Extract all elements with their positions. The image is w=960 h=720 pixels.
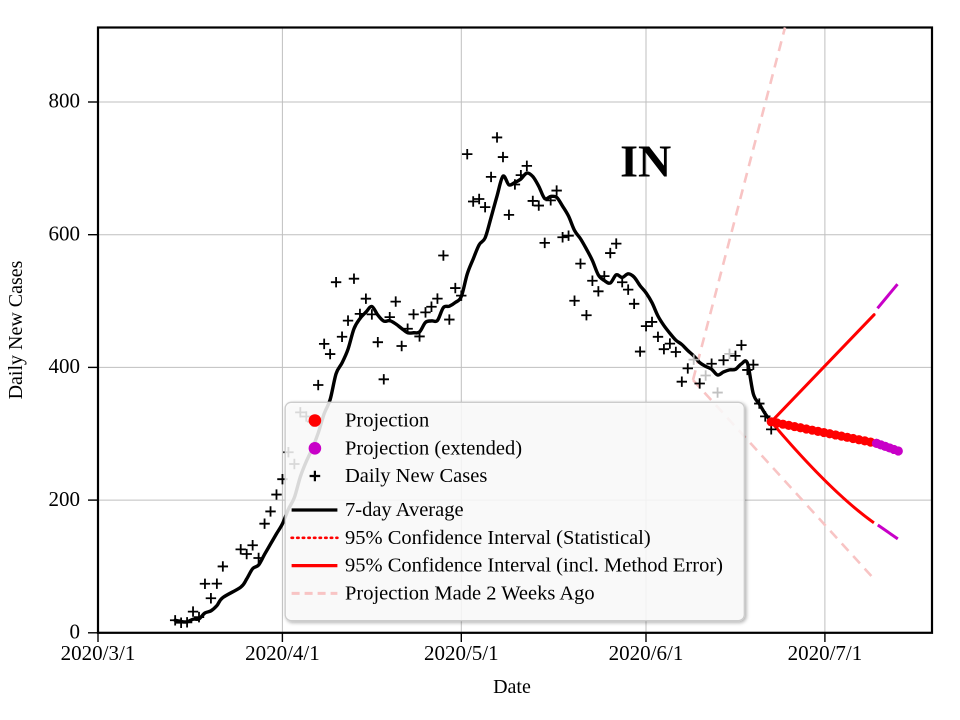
svg-text:95% Confidence Interval (incl.: 95% Confidence Interval (incl. Method Er… <box>345 555 723 577</box>
svg-text:2020/7/1: 2020/7/1 <box>788 641 863 665</box>
svg-text:Projection (extended): Projection (extended) <box>345 437 522 459</box>
svg-text:600: 600 <box>49 221 81 245</box>
svg-text:400: 400 <box>49 354 81 378</box>
svg-text:0: 0 <box>70 620 81 644</box>
svg-text:Daily New Cases: Daily New Cases <box>5 260 27 399</box>
svg-text:Projection: Projection <box>345 410 429 432</box>
svg-text:2020/3/1: 2020/3/1 <box>61 641 136 665</box>
svg-text:7-day Average: 7-day Average <box>345 499 464 521</box>
svg-text:IN: IN <box>620 136 671 187</box>
svg-text:Projection Made 2 Weeks Ago: Projection Made 2 Weeks Ago <box>345 582 595 604</box>
svg-text:Daily New Cases: Daily New Cases <box>345 465 487 487</box>
svg-text:Date: Date <box>493 676 531 698</box>
svg-text:800: 800 <box>49 89 81 113</box>
svg-text:95% Confidence Interval (Stati: 95% Confidence Interval (Statistical) <box>345 527 651 549</box>
svg-text:2020/4/1: 2020/4/1 <box>245 641 320 665</box>
svg-text:200: 200 <box>49 487 81 511</box>
svg-text:2020/6/1: 2020/6/1 <box>609 641 684 665</box>
svg-text:2020/5/1: 2020/5/1 <box>424 641 499 665</box>
